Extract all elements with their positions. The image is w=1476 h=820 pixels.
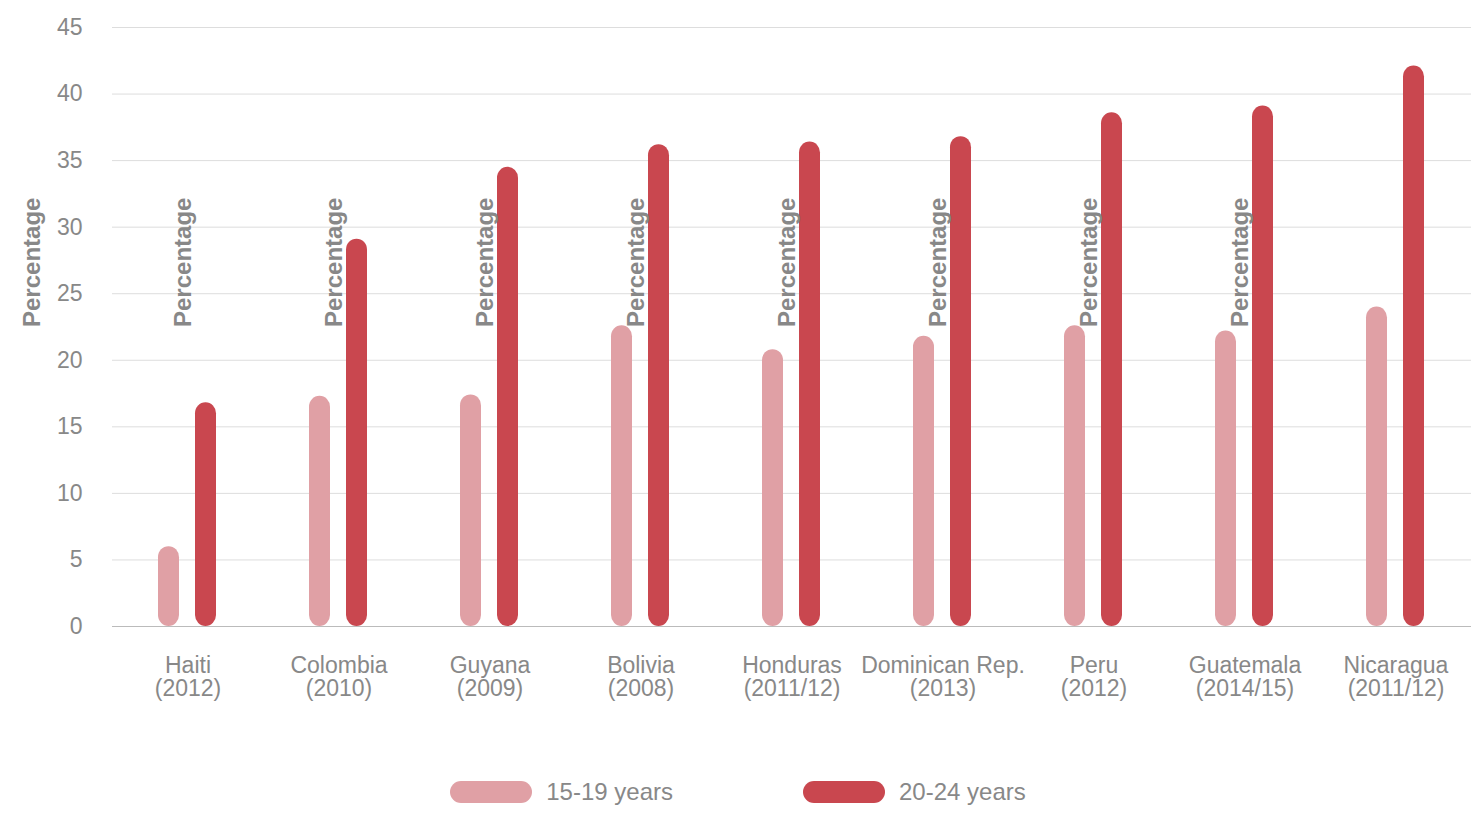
svg-text:Colombia(2010): Colombia(2010)	[290, 652, 387, 701]
svg-text:Guatemala(2014/15): Guatemala(2014/15)	[1189, 652, 1302, 701]
svg-text:15: 15	[57, 413, 83, 439]
svg-text:45: 45	[57, 14, 83, 40]
svg-text:Dominican Rep.(2013): Dominican Rep.(2013)	[861, 652, 1025, 701]
svg-text:30: 30	[57, 214, 83, 240]
svg-text:Bolivia(2008): Bolivia(2008)	[607, 652, 675, 701]
svg-text:Percentage: Percentage	[18, 198, 45, 327]
svg-text:Percentage: Percentage	[622, 198, 649, 327]
svg-text:25: 25	[57, 280, 83, 306]
svg-text:Guyana(2009): Guyana(2009)	[450, 652, 531, 701]
svg-text:0: 0	[70, 613, 83, 639]
svg-text:10: 10	[57, 480, 83, 506]
svg-text:Percentage: Percentage	[773, 198, 800, 327]
svg-text:Percentage: Percentage	[169, 198, 196, 327]
html-text:20-24 years: 20-24 years	[899, 778, 1026, 805]
svg-text:Nicaragua(2011/12): Nicaragua(2011/12)	[1344, 652, 1449, 701]
svg-text:5: 5	[70, 546, 83, 572]
svg-text:Percentage: Percentage	[320, 198, 347, 327]
svg-text:Percentage: Percentage	[1226, 198, 1253, 327]
svg-text:Percentage: Percentage	[1075, 198, 1102, 327]
svg-text:Percentage: Percentage	[471, 198, 498, 327]
svg-text:20: 20	[57, 347, 83, 373]
svg-text:35: 35	[57, 147, 83, 173]
svg-text:Percentage: Percentage	[924, 198, 951, 327]
html-text:15-19 years: 15-19 years	[546, 778, 673, 805]
svg-text:40: 40	[57, 80, 83, 106]
svg-text:Honduras(2011/12): Honduras(2011/12)	[742, 652, 842, 701]
svg-text:Haiti(2012): Haiti(2012)	[155, 652, 221, 701]
svg-text:Peru(2012): Peru(2012)	[1061, 652, 1127, 701]
